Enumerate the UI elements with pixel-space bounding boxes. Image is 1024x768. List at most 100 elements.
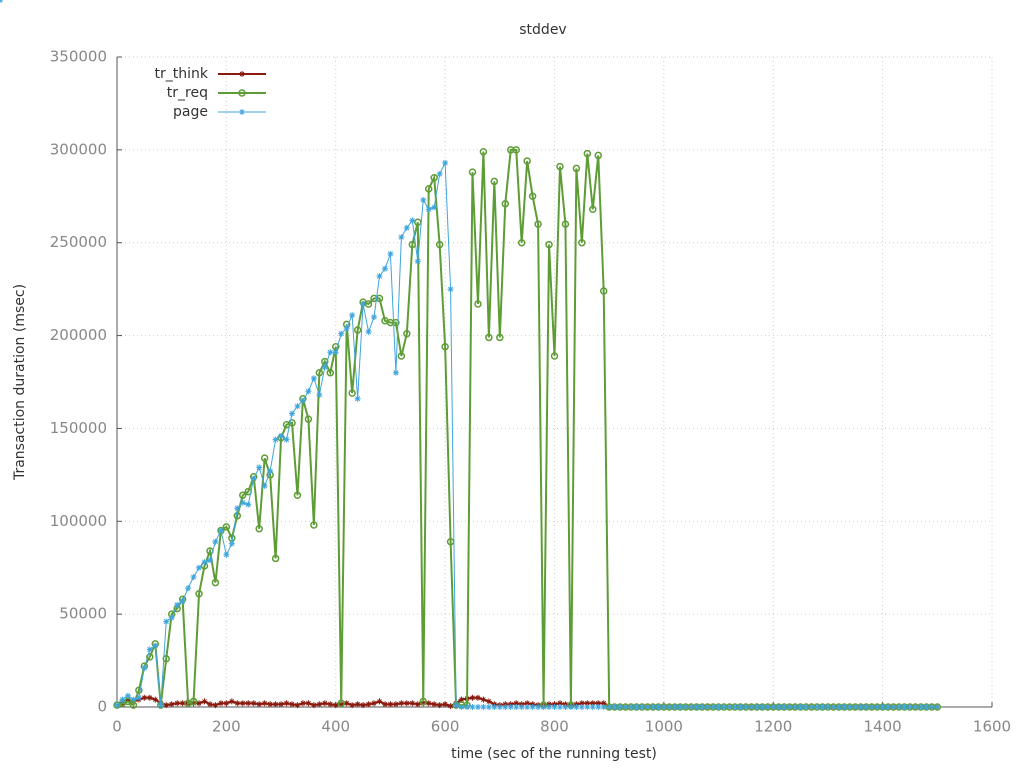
x-tick-label: 200 (212, 718, 241, 736)
marker (578, 700, 585, 707)
marker (742, 704, 749, 710)
marker (890, 704, 897, 710)
marker (256, 464, 263, 471)
marker (550, 352, 559, 360)
marker (146, 694, 153, 701)
marker (196, 564, 203, 571)
marker (228, 540, 235, 547)
marker (223, 700, 230, 707)
marker (594, 151, 603, 160)
marker (474, 300, 482, 308)
marker (479, 148, 488, 156)
marker (239, 700, 246, 707)
marker (901, 704, 908, 710)
marker (124, 696, 131, 703)
marker (299, 397, 306, 404)
marker (365, 328, 372, 335)
marker (469, 704, 476, 710)
marker (250, 700, 257, 707)
marker (360, 301, 367, 307)
marker (496, 704, 503, 710)
marker (528, 192, 537, 200)
marker (485, 333, 493, 342)
marker (310, 375, 317, 382)
marker (135, 694, 142, 701)
marker (480, 696, 487, 703)
series-line (116, 148, 938, 708)
marker (272, 701, 279, 708)
marker (764, 704, 771, 710)
legend-label: page (173, 104, 208, 120)
marker (814, 704, 820, 710)
marker (375, 294, 384, 303)
marker (578, 239, 586, 247)
marker (234, 505, 241, 512)
marker (731, 704, 738, 710)
marker (835, 704, 842, 710)
marker (677, 704, 684, 710)
marker (425, 206, 432, 213)
marker (403, 700, 410, 707)
marker (414, 701, 421, 708)
marker (611, 704, 618, 710)
marker (824, 704, 831, 710)
marker (398, 700, 405, 707)
marker (770, 704, 777, 710)
marker (354, 395, 361, 402)
marker (332, 702, 339, 709)
x-tick-label: 400 (321, 718, 350, 736)
marker (671, 704, 678, 710)
marker (168, 614, 175, 621)
x-tick-label: 1000 (645, 718, 683, 736)
marker (868, 704, 875, 710)
marker (163, 618, 170, 625)
marker (409, 217, 416, 224)
marker (633, 704, 640, 710)
marker (211, 578, 220, 587)
marker (239, 491, 247, 499)
marker (114, 702, 120, 709)
marker (185, 585, 192, 592)
marker (196, 700, 203, 707)
y-tick-label: 150000 (50, 419, 107, 437)
legend-label: tr_think (155, 66, 209, 82)
marker (174, 700, 181, 707)
marker (524, 700, 531, 707)
marker (600, 704, 607, 710)
marker (321, 700, 328, 707)
marker (349, 312, 356, 319)
marker (660, 704, 667, 710)
marker (364, 300, 373, 308)
marker (283, 436, 290, 443)
series-line (116, 162, 938, 708)
marker (332, 349, 339, 356)
marker (572, 164, 581, 173)
marker (464, 704, 470, 710)
marker (622, 704, 629, 710)
marker (419, 697, 428, 706)
marker (524, 704, 531, 710)
marker (403, 330, 411, 338)
marker (628, 704, 635, 710)
marker (896, 704, 903, 710)
marker (917, 704, 924, 710)
marker (523, 157, 531, 165)
marker (721, 704, 728, 710)
marker (781, 704, 788, 710)
marker (190, 574, 197, 580)
marker (381, 701, 388, 708)
marker (923, 704, 930, 710)
marker (710, 704, 717, 710)
marker (857, 704, 864, 710)
marker (480, 704, 487, 710)
marker (420, 700, 427, 707)
marker (436, 702, 443, 709)
marker (431, 701, 438, 708)
marker (272, 436, 279, 443)
marker (513, 700, 520, 707)
marker (397, 352, 406, 360)
marker (513, 704, 520, 710)
marker (852, 704, 859, 710)
marker (435, 240, 444, 249)
marker (271, 554, 280, 563)
